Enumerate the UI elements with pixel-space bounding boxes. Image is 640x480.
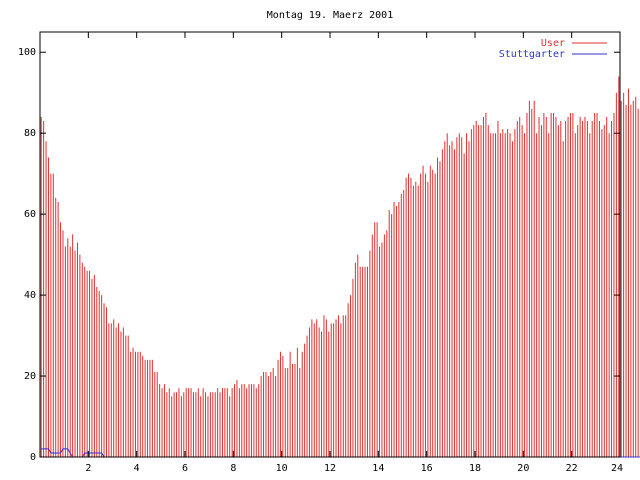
y-tick-label: 40 (24, 290, 36, 301)
plot-frame (39, 31, 621, 458)
legend-stuttgarter-label: Stuttgarter (499, 49, 565, 60)
x-tick-label: 22 (566, 463, 578, 474)
y-axis-ticks: 0 20 40 60 80 100 (18, 47, 620, 463)
user-series-bars (40, 76, 639, 457)
y-tick-label: 60 (24, 209, 36, 220)
legend: User Stuttgarter (499, 38, 607, 60)
x-tick-label: 20 (517, 463, 529, 474)
x-axis-ticks: 2 4 6 8 10 12 14 16 18 20 22 24 (85, 32, 623, 474)
x-tick-label: 6 (182, 463, 188, 474)
x-tick-label: 24 (611, 463, 623, 474)
x-tick-label: 4 (134, 463, 140, 474)
chart-title: Montag 19. Maerz 2001 (267, 10, 393, 21)
x-tick-label: 18 (469, 463, 481, 474)
y-tick-label: 100 (18, 47, 36, 58)
x-tick-label: 8 (230, 463, 236, 474)
x-tick-label: 16 (421, 463, 433, 474)
x-tick-label: 12 (324, 463, 336, 474)
y-tick-label: 0 (30, 452, 36, 463)
x-tick-label: 2 (85, 463, 91, 474)
legend-user-label: User (541, 38, 565, 49)
x-tick-label: 10 (276, 463, 288, 474)
y-tick-label: 20 (24, 371, 36, 382)
y-tick-label: 80 (24, 128, 36, 139)
x-tick-label: 14 (372, 463, 384, 474)
